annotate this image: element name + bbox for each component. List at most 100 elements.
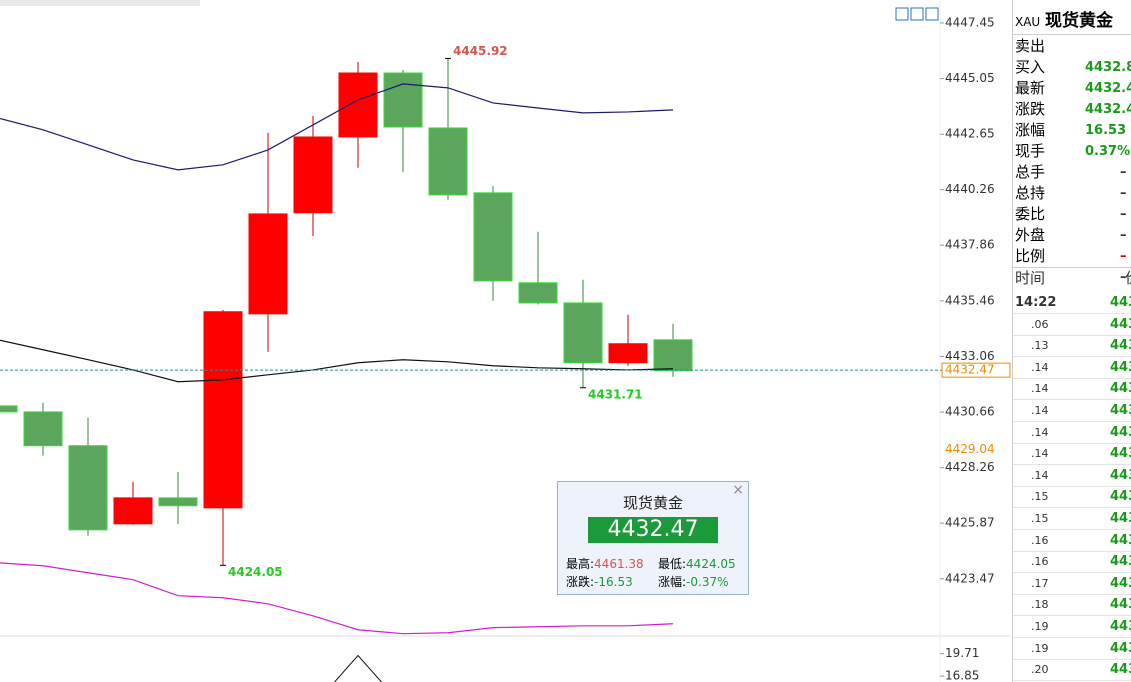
candle-up bbox=[113, 497, 153, 525]
sub-y-tick-label: 19.71 bbox=[945, 646, 979, 660]
candle-down bbox=[158, 497, 198, 507]
y-tick-label: 4445.05 bbox=[945, 71, 995, 85]
candle-up bbox=[293, 136, 333, 214]
candle-up bbox=[338, 72, 378, 138]
tick-price: 443 bbox=[1110, 359, 1131, 375]
quote-value: 16.53 bbox=[1085, 123, 1127, 138]
quote-row: 委比 – bbox=[1015, 204, 1131, 243]
extreme-label: 4431.71 bbox=[588, 387, 643, 401]
candle-up bbox=[608, 343, 648, 364]
y-tick-label: 4428.26 bbox=[945, 460, 995, 474]
y-tick-label: 4437.86 bbox=[945, 238, 995, 252]
tooltip-item: 最高:4461.38 bbox=[566, 555, 644, 572]
tick-time: .06 bbox=[1031, 317, 1049, 331]
tick-time: .20 bbox=[1031, 663, 1049, 677]
tick-time: .13 bbox=[1031, 339, 1049, 353]
tick-price: 443 bbox=[1110, 597, 1131, 613]
band-line bbox=[0, 339, 674, 383]
y-tick-label: 4442.65 bbox=[945, 127, 995, 141]
tick-price: 443 bbox=[1110, 575, 1131, 591]
tooltip-item: 涨幅:-0.37% bbox=[658, 573, 729, 590]
candle-down bbox=[68, 445, 108, 531]
candle-down bbox=[518, 282, 558, 304]
quote-row: 涨跌 16.53 bbox=[1015, 99, 1131, 138]
tick-time: .14 bbox=[1031, 404, 1049, 417]
tick-row: .19 443 bbox=[1013, 616, 1131, 638]
y-tick-label: 4425.87 bbox=[945, 516, 995, 530]
tick-header: 时间 价 bbox=[1015, 268, 1131, 289]
quote-row: 涨幅 0.37% bbox=[1015, 120, 1131, 159]
band-line bbox=[0, 562, 674, 635]
quote-value: – bbox=[1120, 228, 1127, 243]
tick-row: .15 443 bbox=[1013, 508, 1131, 530]
y-tick-label: 4447.45 bbox=[945, 15, 995, 29]
tooltip-title: 现货黄金 bbox=[622, 494, 683, 512]
tick-row: .14 443 bbox=[1013, 378, 1131, 401]
quote-label: 委比 bbox=[1015, 205, 1046, 223]
quote-value: – bbox=[1120, 207, 1127, 222]
quote-label: 总手 bbox=[1015, 163, 1046, 181]
quote-label: 买入 bbox=[1015, 58, 1046, 76]
quote-row: 外盘 – bbox=[1015, 225, 1131, 264]
tick-price: 443 bbox=[1110, 511, 1131, 526]
tick-time: .18 bbox=[1031, 598, 1049, 612]
header-time: 时间 bbox=[1015, 269, 1046, 287]
item-label: 涨幅: bbox=[658, 575, 687, 589]
tick-row: 14:22 443 bbox=[1013, 292, 1131, 314]
tick-price: 443 bbox=[1110, 640, 1131, 656]
tick-row: .14 443 bbox=[1013, 357, 1131, 379]
tick-row: .19 443 bbox=[1013, 638, 1131, 660]
tick-time: .14 bbox=[1031, 468, 1049, 482]
tick-row: .16 443 bbox=[1013, 551, 1131, 574]
tick-price: 443 bbox=[1110, 619, 1131, 634]
quote-label: 现手 bbox=[1015, 142, 1046, 160]
tick-price: 443 bbox=[1110, 295, 1131, 310]
tick-row: .14 443 bbox=[1013, 400, 1131, 422]
candle-down bbox=[428, 127, 468, 196]
symbol: XAU bbox=[1015, 15, 1041, 29]
tick-row: .18 443 bbox=[1013, 594, 1131, 617]
tick-time: .17 bbox=[1031, 576, 1049, 590]
candle-down bbox=[653, 339, 693, 372]
quote-value: 0.37% bbox=[1085, 144, 1131, 159]
tick-time: .14 bbox=[1031, 425, 1049, 439]
candle-down bbox=[383, 72, 423, 128]
quote-panel: XAU 现货黄金 时间 价 卖出 4432.82 买入 4432.47 最新 4432.47… bbox=[1012, 0, 1131, 682]
tool-icon[interactable] bbox=[895, 7, 909, 21]
tick-time: .16 bbox=[1031, 555, 1049, 569]
tick-row: .16 443 bbox=[1013, 530, 1131, 552]
tick-row: .14 443 bbox=[1013, 443, 1131, 466]
tick-row: .20 443 bbox=[1013, 659, 1131, 682]
tick-row: .14 443 bbox=[1013, 422, 1131, 444]
candle-up bbox=[248, 213, 288, 315]
quote-label: 卖出 bbox=[1015, 37, 1046, 55]
quote-value: 4432.47 bbox=[1085, 102, 1131, 117]
quote-row: 最新 4432.47 bbox=[1015, 78, 1131, 117]
extreme-label: 4445.92 bbox=[453, 44, 508, 58]
tool-icon[interactable] bbox=[925, 7, 939, 21]
item-label: 最高: bbox=[566, 557, 595, 571]
sub-line bbox=[333, 654, 383, 682]
band-line bbox=[0, 83, 674, 171]
tick-time: .14 bbox=[1031, 382, 1049, 396]
price-box bbox=[941, 362, 1011, 378]
tick-price: 443 bbox=[1110, 554, 1131, 570]
tool-icon[interactable] bbox=[910, 7, 924, 21]
item-label: 最低: bbox=[658, 557, 687, 571]
candle-down bbox=[23, 411, 63, 447]
tab-strip bbox=[0, 0, 200, 6]
tick-time: .16 bbox=[1031, 533, 1049, 547]
extreme-label: 4424.05 bbox=[228, 565, 283, 579]
close-button[interactable]: × bbox=[732, 482, 744, 498]
quote-value: – bbox=[1120, 186, 1127, 201]
quote-value: – bbox=[1120, 165, 1127, 180]
tick-price: 443 bbox=[1110, 316, 1131, 332]
y-tick-label: 4433.06 bbox=[945, 349, 995, 363]
tooltip-item: 涨跌:-16.53 bbox=[566, 573, 633, 590]
tick-price: 443 bbox=[1110, 662, 1131, 678]
sub-y-tick-label: 16.85 bbox=[945, 669, 979, 682]
item-label: 涨跌: bbox=[566, 575, 595, 589]
quote-label: 比例 bbox=[1015, 247, 1046, 265]
chart: 4447.45 4445.05 4442.65 4440.26 4437.86 4435.… bbox=[0, 0, 1011, 682]
